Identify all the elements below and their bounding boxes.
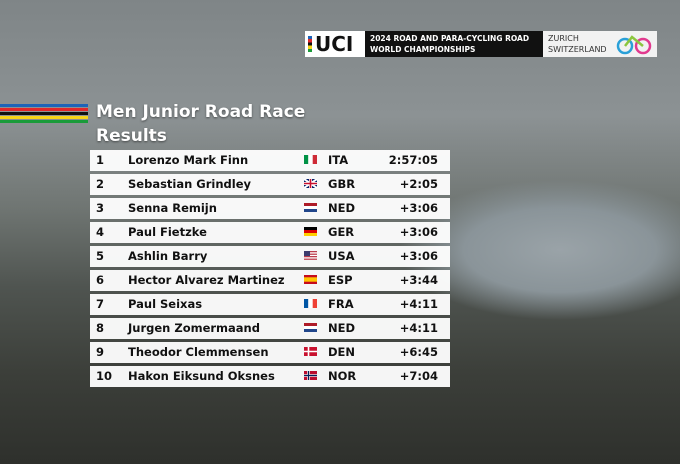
- country-code: NED: [328, 201, 356, 215]
- rider-name: Sebastian Grindley: [128, 177, 252, 191]
- rainbow-stripe: [0, 112, 88, 115]
- country-code: FRA: [328, 297, 354, 311]
- rank: 5: [96, 249, 105, 263]
- time-gap: +3:06: [399, 249, 438, 263]
- result-row: 9 Theodor Clemmensen DEN +6:45: [90, 342, 450, 363]
- country: SWITZERLAND: [548, 45, 607, 54]
- rank: 4: [96, 225, 105, 239]
- country-code: DEN: [328, 345, 356, 359]
- uci-logo: UCI: [315, 32, 354, 56]
- rank: 8: [96, 321, 105, 335]
- time-gap: +3:44: [399, 273, 438, 287]
- result-row: 1 Lorenzo Mark Finn ITA 2:57:05: [90, 150, 450, 171]
- city: ZURICH: [548, 34, 579, 43]
- event-name: 2024 ROAD AND PARA-CYCLING ROAD WORLD CH…: [365, 31, 543, 57]
- result-row: 8 Jurgen Zomermaand NED +4:11: [90, 318, 450, 339]
- rainbow-stripe: [0, 116, 88, 119]
- time-gap: +4:11: [399, 321, 438, 335]
- rider-name: Ashlin Barry: [128, 249, 208, 263]
- rider-name: Hector Alvarez Martinez: [128, 273, 285, 287]
- result-row: 3 Senna Remijn NED +3:06: [90, 198, 450, 219]
- event-line: WORLD CHAMPIONSHIPS: [370, 45, 476, 54]
- rider-name: Theodor Clemmensen: [128, 345, 269, 359]
- flag: [304, 323, 317, 332]
- flag: [304, 179, 317, 188]
- rider-name: Senna Remijn: [128, 201, 217, 215]
- rank: 1: [96, 153, 105, 167]
- flag: [304, 299, 317, 308]
- rainbow-stripe: [0, 104, 88, 107]
- rider-name: Paul Seixas: [128, 297, 203, 311]
- title: Men Junior Road Race: [96, 102, 306, 122]
- event-line: 2024 ROAD AND PARA-CYCLING ROAD: [370, 34, 530, 43]
- flag: [304, 347, 317, 356]
- flag: [304, 203, 317, 212]
- location-box: ZURICH SWITZERLAND: [543, 31, 657, 57]
- rank: 7: [96, 297, 105, 311]
- flag: [304, 227, 317, 236]
- rider-name: Lorenzo Mark Finn: [128, 153, 249, 167]
- country-code: ESP: [328, 273, 353, 287]
- time-gap: +2:05: [399, 177, 438, 191]
- flag: [304, 155, 317, 164]
- country-code: NOR: [328, 369, 357, 383]
- result-row: 6 Hector Alvarez Martinez ESP +3:44: [90, 270, 450, 291]
- flag: [304, 275, 317, 284]
- rider-name: Jurgen Zomermaand: [128, 321, 260, 335]
- time-gap: +4:11: [399, 297, 438, 311]
- rank: 9: [96, 345, 105, 359]
- rainbow-stripe: [0, 108, 88, 111]
- rainbow-stripe: [0, 120, 88, 123]
- rank: 2: [96, 177, 105, 191]
- rank: 3: [96, 201, 105, 215]
- rank: 10: [96, 369, 113, 383]
- result-row: 7 Paul Seixas FRA +4:11: [90, 294, 450, 315]
- time-gap: +3:06: [399, 201, 438, 215]
- result-row: 4 Paul Fietzke GER +3:06: [90, 222, 450, 243]
- rainbow-mark: [308, 36, 312, 52]
- time-gap: +7:04: [399, 369, 438, 383]
- country-code: USA: [328, 249, 355, 263]
- flag: [304, 371, 317, 380]
- event-logo: [616, 35, 652, 55]
- rider-name: Hakon Eiksund Oksnes: [128, 369, 275, 383]
- time-gap: 2:57:05: [388, 153, 438, 167]
- country-code: GBR: [328, 177, 356, 191]
- time-gap: +6:45: [399, 345, 438, 359]
- uci-logo-box: UCI: [305, 31, 365, 57]
- result-row: 2 Sebastian Grindley GBR +2:05: [90, 174, 450, 195]
- country-code: GER: [328, 225, 355, 239]
- result-row: 5 Ashlin Barry USA +3:06: [90, 246, 450, 267]
- country-code: ITA: [328, 153, 349, 167]
- time-gap: +3:06: [399, 225, 438, 239]
- country-code: NED: [328, 321, 356, 335]
- subtitle: Results: [96, 126, 167, 146]
- flag: [304, 251, 317, 260]
- result-row: 10 Hakon Eiksund Oksnes NOR +7:04: [90, 366, 450, 387]
- event-banner: UCI 2024 ROAD AND PARA-CYCLING ROAD WORL…: [305, 31, 657, 57]
- rider-name: Paul Fietzke: [128, 225, 207, 239]
- rank: 6: [96, 273, 105, 287]
